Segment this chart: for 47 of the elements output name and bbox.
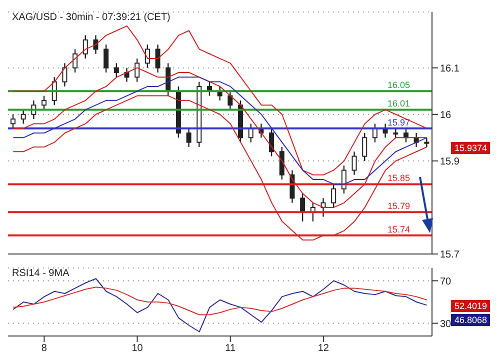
candlestick <box>186 128 192 148</box>
line-series <box>12 95 428 241</box>
ref-line-label: 15.97 <box>387 117 410 128</box>
text: 15.9374 <box>451 142 490 154</box>
candlestick <box>269 128 274 157</box>
candlestick <box>20 109 26 124</box>
candlestick <box>144 44 150 68</box>
text: 46.8068 <box>451 314 490 326</box>
chart-title: XAG/USD - 30min - 07:39:21 (CET) <box>12 12 170 23</box>
candlestick <box>393 128 398 138</box>
candlestick <box>331 184 336 208</box>
candlestick <box>300 192 306 222</box>
y-tick-label: 15.7 <box>440 250 460 261</box>
line-series <box>12 25 428 176</box>
ref-line-label: 15.74 <box>387 224 410 234</box>
ref-line-label: 15.85 <box>387 173 410 184</box>
line-series <box>12 286 428 316</box>
x-tick-label: 11 <box>225 343 236 354</box>
x-tick-label: 10 <box>132 343 144 354</box>
text: 52.4019 <box>451 300 490 312</box>
candlestick <box>10 114 16 129</box>
ref-line-label: 16.01 <box>387 98 410 109</box>
candlestick <box>42 95 47 110</box>
candlestick <box>72 48 78 74</box>
ref-line-label: 16.05 <box>387 80 410 90</box>
candlestick <box>341 164 346 194</box>
y-tick-label: 16 <box>440 110 452 121</box>
candlestick <box>362 132 368 162</box>
candlestick <box>114 62 119 78</box>
ref-line-label: 15.79 <box>387 201 410 212</box>
candlestick <box>279 146 284 180</box>
y-tick-label: 70 <box>440 276 452 288</box>
candlestick <box>155 44 160 74</box>
y-tick-label: 15.9 <box>440 156 460 168</box>
candlestick <box>228 90 233 110</box>
candlestick <box>62 62 68 88</box>
chart-title: RSI14 - 9MA <box>12 268 70 279</box>
x-tick-label: 8 <box>41 343 48 354</box>
candlestick <box>424 137 430 148</box>
y-tick-label: 16.1 <box>440 63 460 74</box>
candlestick <box>134 58 140 82</box>
candlestick <box>352 151 357 176</box>
y-tick-label: 30 <box>440 318 452 330</box>
x-tick-label: 12 <box>318 343 330 354</box>
line-series <box>12 278 428 332</box>
candlestick <box>82 34 88 60</box>
candlestick <box>104 44 109 74</box>
